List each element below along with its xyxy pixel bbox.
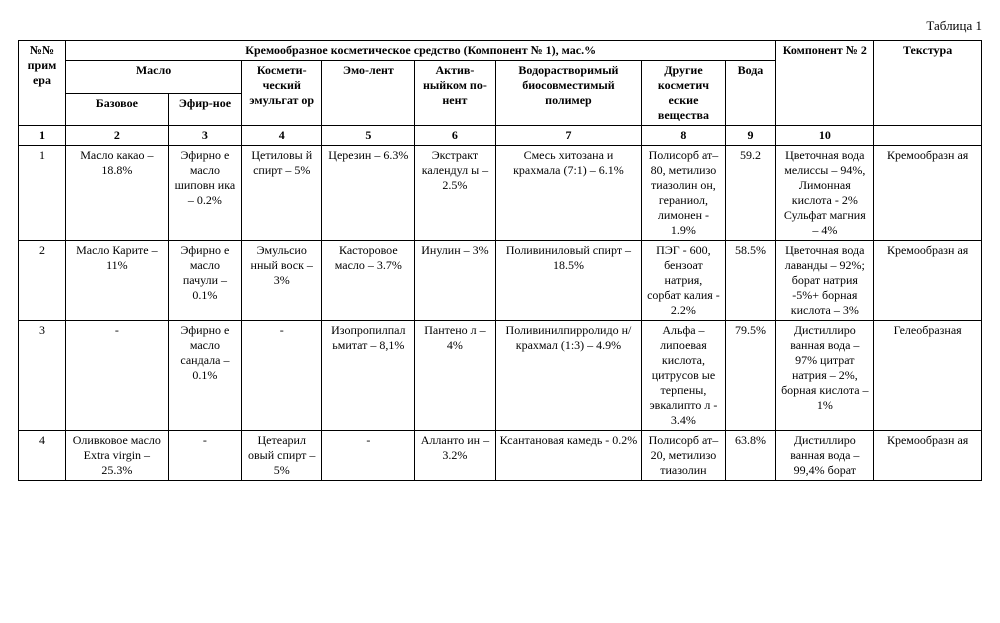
col-header-emollient: Эмо-лент (322, 61, 415, 126)
cell-emollient: Изопропилпал ьмитат – 8,1% (322, 321, 415, 431)
colnum-5: 5 (322, 126, 415, 146)
header-numbering-row: 1 2 3 4 5 6 7 8 9 10 (19, 126, 982, 146)
cell-emollient: Церезин – 6.3% (322, 146, 415, 241)
cell-texture: Кремообразн ая (874, 431, 982, 481)
cell-other: Полисорб ат–80, метилизо тиазолин он, ге… (642, 146, 725, 241)
cell-n: 1 (19, 146, 66, 241)
cell-emulsifier: Цетиловы й спирт – 5% (242, 146, 322, 241)
cell-polymer: Смесь хитозана и крахмала (7:1) – 6.1% (495, 146, 642, 241)
col-header-component2: Компонент № 2 (776, 41, 874, 126)
colnum-1: 1 (19, 126, 66, 146)
col-header-base-oil: Базовое (65, 93, 168, 126)
cell-active: Экстракт календул ы – 2.5% (415, 146, 495, 241)
table-row: 1 Масло какао – 18.8% Эфирно е масло шип… (19, 146, 982, 241)
col-header-essential-oil: Эфир-ное (168, 93, 241, 126)
colnum-10: 10 (776, 126, 874, 146)
cell-emulsifier: Цетеарил овый спирт – 5% (242, 431, 322, 481)
cell-comp2: Дистиллиро ванная вода – 99,4% борат (776, 431, 874, 481)
cell-polymer: Поливинилпирролидо н/крахмал (1:3) – 4.9… (495, 321, 642, 431)
cell-base: Масло Карите – 11% (65, 241, 168, 321)
colnum-7: 7 (495, 126, 642, 146)
cell-water: 59.2 (725, 146, 776, 241)
colnum-3: 3 (168, 126, 241, 146)
cell-base: - (65, 321, 168, 431)
cell-water: 79.5% (725, 321, 776, 431)
colnum-4: 4 (242, 126, 322, 146)
cell-n: 4 (19, 431, 66, 481)
cell-base: Масло какао – 18.8% (65, 146, 168, 241)
cell-emulsifier: Эмульсио нный воск – 3% (242, 241, 322, 321)
col-header-active: Актив-ныйком по-нент (415, 61, 495, 126)
col-header-texture: Текстура (874, 41, 982, 126)
col-header-polymer: Водорастворимый биосовместимый полимер (495, 61, 642, 126)
colnum-6: 6 (415, 126, 495, 146)
cell-n: 3 (19, 321, 66, 431)
col-header-water: Вода (725, 61, 776, 126)
colnum-2: 2 (65, 126, 168, 146)
cell-emulsifier: - (242, 321, 322, 431)
col-header-other: Другие косметич еские вещества (642, 61, 725, 126)
cell-other: Альфа – липоевая кислота, цитрусов ые те… (642, 321, 725, 431)
cell-emollient: - (322, 431, 415, 481)
cell-active: Алланто ин – 3.2% (415, 431, 495, 481)
table-row: 3 - Эфирно е масло сандала – 0.1% - Изоп… (19, 321, 982, 431)
table-row: 2 Масло Карите – 11% Эфирно е масло пачу… (19, 241, 982, 321)
cell-water: 63.8% (725, 431, 776, 481)
cell-essential: Эфирно е масло шиповн ика – 0.2% (168, 146, 241, 241)
cell-emollient: Касторовое масло – 3.7% (322, 241, 415, 321)
cell-essential: Эфирно е масло сандала – 0.1% (168, 321, 241, 431)
cell-base: Оливковое масло Extra virgin – 25.3% (65, 431, 168, 481)
cell-active: Инулин – 3% (415, 241, 495, 321)
colnum-8: 8 (642, 126, 725, 146)
cell-other: ПЭГ - 600, бензоат натрия, сорбат калия … (642, 241, 725, 321)
header-row-1: №№ прим ера Кремообразное косметическое … (19, 41, 982, 61)
cell-texture: Гелеобразная (874, 321, 982, 431)
cell-active: Пантено л – 4% (415, 321, 495, 431)
cell-polymer: Ксантановая камедь - 0.2% (495, 431, 642, 481)
cell-texture: Кремообразн ая (874, 146, 982, 241)
cell-n: 2 (19, 241, 66, 321)
col-header-oil: Масло (65, 61, 241, 94)
cell-essential: - (168, 431, 241, 481)
cell-other: Полисорб ат–20, метилизо тиазолин (642, 431, 725, 481)
colnum-11 (874, 126, 982, 146)
table-caption: Таблица 1 (18, 18, 982, 34)
cell-essential: Эфирно е масло пачули – 0.1% (168, 241, 241, 321)
cell-polymer: Поливиниловый спирт – 18.5% (495, 241, 642, 321)
table-row: 4 Оливковое масло Extra virgin – 25.3% -… (19, 431, 982, 481)
cell-comp2: Цветочная вода лаванды – 92%; борат натр… (776, 241, 874, 321)
col-header-emulsifier: Космети-ческий эмульгат ор (242, 61, 322, 126)
col-header-num: №№ прим ера (19, 41, 66, 126)
col-header-component1: Кремообразное косметическое средство (Ко… (65, 41, 775, 61)
colnum-9: 9 (725, 126, 776, 146)
cell-texture: Кремообразн ая (874, 241, 982, 321)
cell-comp2: Дистиллиро ванная вода –97% цитрат натри… (776, 321, 874, 431)
cell-water: 58.5% (725, 241, 776, 321)
cell-comp2: Цветочная вода мелиссы – 94%, Лимонная к… (776, 146, 874, 241)
cosmetics-table: №№ прим ера Кремообразное косметическое … (18, 40, 982, 481)
